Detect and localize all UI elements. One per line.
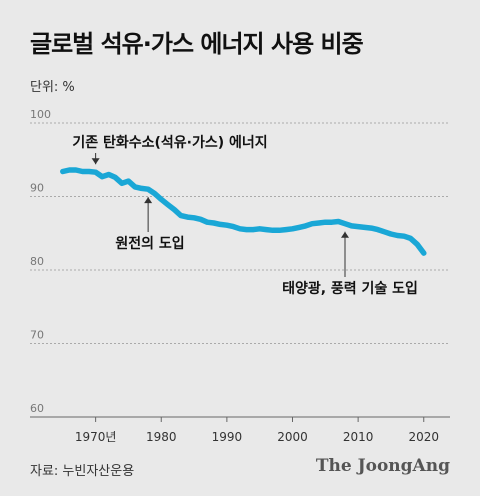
x-tick-label: 2010: [343, 430, 374, 444]
y-tick-label: 80: [30, 255, 44, 268]
annotation-label: 기존 탄화수소(석유·가스) 에너지: [72, 134, 267, 151]
y-tick-label: 70: [30, 329, 44, 342]
y-tick-label: 90: [30, 182, 44, 195]
annotation-arrowhead: [144, 197, 153, 204]
annotation-arrowhead: [341, 231, 349, 238]
annotation-arrowhead: [91, 158, 100, 165]
y-tick-label: 100: [30, 108, 51, 121]
page-title: 글로벌 석유·가스 에너지 사용 비중: [30, 30, 364, 58]
x-tick-label: 1970년: [75, 430, 117, 444]
x-tick-label: 1990: [212, 430, 243, 444]
y-axis-ticks: 60 70 80 90 100: [30, 108, 51, 415]
x-axis-ticks: 1970년 1980 1990 2000 2010 2020: [75, 417, 439, 444]
x-tick-label: 2020: [408, 430, 439, 444]
y-tick-label: 60: [30, 402, 44, 415]
x-tick-label: 2000: [277, 430, 308, 444]
annotation-label: 태양광, 풍력 기술 도입: [282, 280, 418, 297]
brand-logo: The JoongAng: [315, 456, 450, 476]
x-tick-label: 1980: [146, 430, 177, 444]
annotation-label: 원전의 도입: [115, 235, 184, 252]
grid-lines: [30, 122, 450, 418]
series-line: [60, 167, 427, 256]
unit-label: 단위: %: [30, 80, 75, 95]
source-note: 자료: 누빈자산운용: [30, 464, 135, 479]
